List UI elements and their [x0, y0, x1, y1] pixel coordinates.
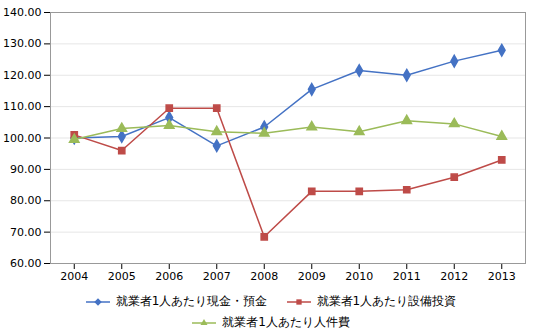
html-text:就業者1人あたり設備投資: 就業者1人あたり設備投資 [316, 294, 457, 308]
svg-text:80.00: 80.00 [10, 194, 42, 207]
svg-text:130.00: 130.00 [3, 37, 42, 50]
svg-text:2010: 2010 [345, 270, 373, 283]
svg-text:2008: 2008 [250, 270, 278, 283]
svg-text:90.00: 90.00 [10, 163, 42, 176]
svg-text:2011: 2011 [393, 270, 421, 283]
svg-text:120.00: 120.00 [3, 69, 42, 82]
html-text:就業者1人あたり人件費: 就業者1人あたり人件費 [222, 315, 350, 329]
svg-text:100.00: 100.00 [3, 132, 42, 145]
svg-text:2007: 2007 [203, 270, 231, 283]
html-text:就業者1人あたり現金・預金: 就業者1人あたり現金・預金 [115, 294, 268, 308]
svg-text:2006: 2006 [155, 270, 183, 283]
svg-text:2005: 2005 [108, 270, 136, 283]
svg-text:2013: 2013 [488, 270, 516, 283]
svg-text:70.00: 70.00 [10, 226, 42, 239]
svg-text:2004: 2004 [60, 270, 88, 283]
svg-text:140.00: 140.00 [3, 6, 42, 19]
svg-text:2009: 2009 [298, 270, 326, 283]
svg-text:60.00: 60.00 [10, 257, 42, 270]
svg-text:2012: 2012 [440, 270, 468, 283]
svg-text:110.00: 110.00 [3, 100, 42, 113]
